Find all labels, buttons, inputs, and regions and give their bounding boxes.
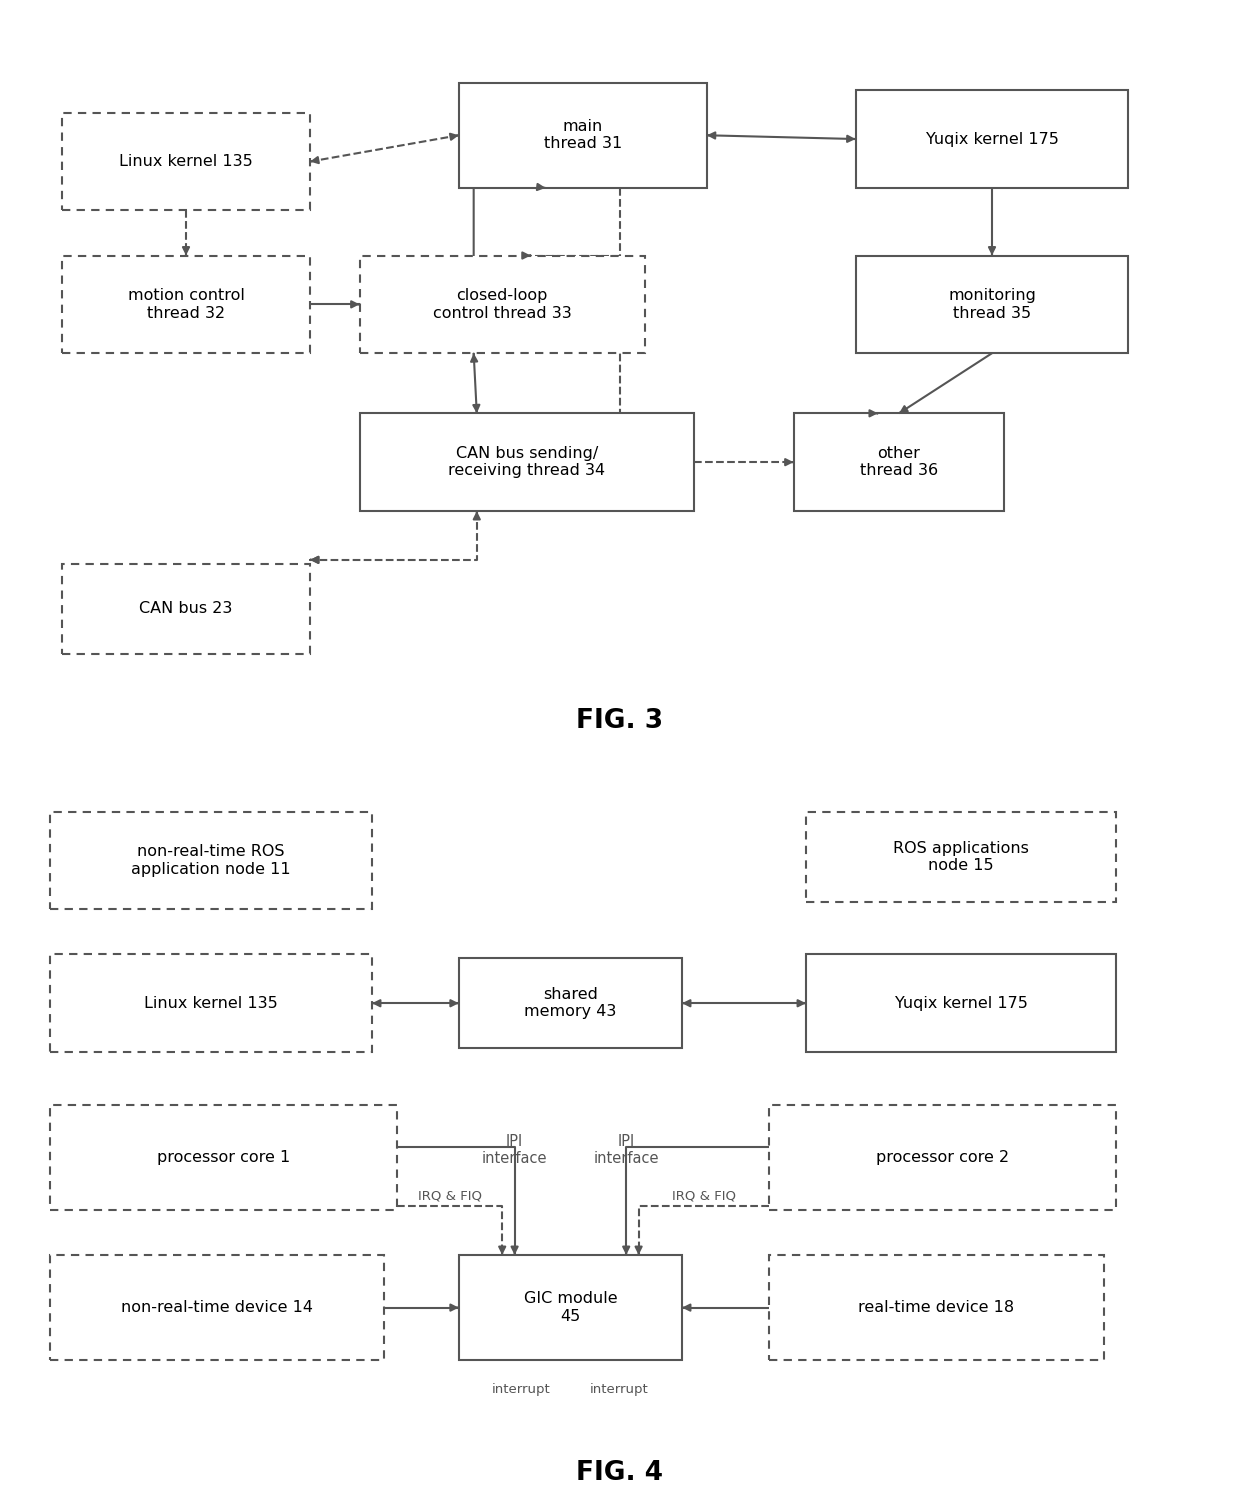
Bar [360,413,694,511]
Text: monitoring
thread 35: monitoring thread 35 [949,289,1035,320]
Text: IPI
interface: IPI interface [594,1133,658,1166]
Bar [360,256,645,353]
Text: real-time device 18: real-time device 18 [858,1300,1014,1315]
Text: non-real-time device 14: non-real-time device 14 [122,1300,312,1315]
Bar [806,954,1116,1052]
Bar [50,1255,384,1360]
Text: Yuqix kernel 175: Yuqix kernel 175 [894,996,1028,1010]
Bar [62,256,310,353]
Text: ROS applications
node 15: ROS applications node 15 [893,840,1029,873]
Text: FIG. 3: FIG. 3 [577,708,663,735]
Text: processor core 2: processor core 2 [875,1150,1009,1165]
Text: CAN bus sending/
receiving thread 34: CAN bus sending/ receiving thread 34 [449,446,605,478]
Text: motion control
thread 32: motion control thread 32 [128,289,244,320]
Text: closed-loop
control thread 33: closed-loop control thread 33 [433,289,572,320]
Bar [50,812,372,909]
Bar [459,83,707,188]
Text: interrupt: interrupt [590,1383,649,1396]
Text: IRQ & FIQ: IRQ & FIQ [418,1189,481,1202]
Bar [459,1255,682,1360]
Text: Yuqix kernel 175: Yuqix kernel 175 [925,132,1059,146]
Text: GIC module
45: GIC module 45 [523,1291,618,1324]
Bar [769,1255,1104,1360]
Bar [856,90,1128,188]
Bar [769,1105,1116,1210]
Text: FIG. 4: FIG. 4 [577,1459,663,1486]
Text: IPI
interface: IPI interface [482,1133,547,1166]
Bar [856,256,1128,353]
Text: shared
memory 43: shared memory 43 [525,987,616,1019]
Text: main
thread 31: main thread 31 [543,119,622,152]
Bar [50,1105,397,1210]
Bar [806,812,1116,902]
Text: processor core 1: processor core 1 [156,1150,290,1165]
Bar [50,954,372,1052]
Text: non-real-time ROS
application node 11: non-real-time ROS application node 11 [131,845,290,876]
Bar [62,113,310,210]
Text: CAN bus 23: CAN bus 23 [139,601,233,616]
Text: Linux kernel 135: Linux kernel 135 [119,155,253,168]
Text: IRQ & FIQ: IRQ & FIQ [672,1189,735,1202]
Bar [794,413,1004,511]
Text: interrupt: interrupt [492,1383,551,1396]
Bar [459,959,682,1049]
Text: Linux kernel 135: Linux kernel 135 [144,996,278,1010]
Text: other
thread 36: other thread 36 [859,446,939,478]
Bar [62,564,310,654]
